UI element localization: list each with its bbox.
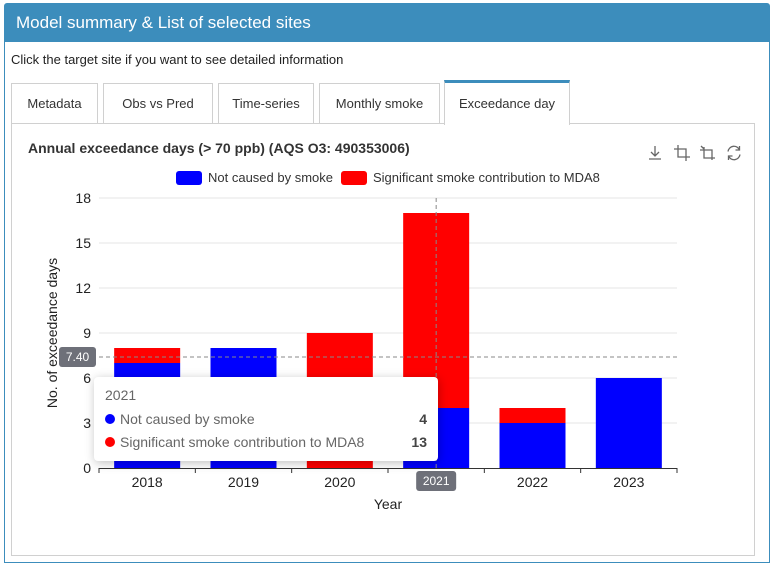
y-tick-label: 3 bbox=[83, 415, 91, 431]
legend-label: Not caused by smoke bbox=[208, 170, 334, 185]
tooltip-row: Significant smoke contribution to MDA8 1… bbox=[105, 432, 427, 452]
x-tick-label: 2022 bbox=[517, 474, 548, 490]
tooltip-row: Not caused by smoke 4 bbox=[105, 409, 427, 429]
legend-swatch-significant-smoke bbox=[341, 171, 367, 185]
bar-2023-series-1[interactable] bbox=[595, 378, 662, 468]
crosshair-y-label: 7.40 bbox=[66, 350, 90, 364]
y-tick-label: 0 bbox=[83, 460, 91, 476]
crosshair-x-label: 2021 bbox=[423, 474, 450, 488]
refresh-icon[interactable] bbox=[725, 144, 743, 162]
chart-title: Annual exceedance days (> 70 ppb) (AQS O… bbox=[28, 140, 410, 156]
tooltip-series-value: 4 bbox=[419, 411, 427, 427]
chart-tooltip: 2021 Not caused by smoke 4 Significant s… bbox=[94, 377, 438, 461]
tab-content bbox=[11, 123, 755, 556]
x-tick-label: 2023 bbox=[613, 474, 644, 490]
download-icon[interactable] bbox=[646, 144, 664, 162]
tooltip-title: 2021 bbox=[105, 387, 137, 403]
y-tick-label: 6 bbox=[83, 370, 91, 386]
legend-label: Significant smoke contribution to MDA8 bbox=[373, 170, 600, 185]
tooltip-dot-significant-smoke bbox=[105, 437, 115, 447]
tab-obs-vs-pred[interactable]: Obs vs Pred bbox=[103, 83, 213, 124]
axes: 0 3 6 9 12 15 18 2018 2019 2020 2022 2023 Year No. of… bbox=[44, 190, 678, 512]
crosshair: 7.40 2021 bbox=[59, 198, 677, 491]
instruction-text: Click the target site if you want to see… bbox=[11, 52, 344, 67]
tooltip-series-name: Significant smoke contribution to MDA8 bbox=[120, 434, 365, 450]
crosshair-y-badge bbox=[59, 347, 96, 367]
tab-time-series[interactable]: Time-series bbox=[218, 83, 314, 124]
y-tick-label: 9 bbox=[83, 325, 91, 341]
x-axis-label: Year bbox=[374, 496, 403, 512]
x-tick-label: 2020 bbox=[324, 474, 355, 490]
x-tick-label: 2018 bbox=[132, 474, 163, 490]
tooltip-series-value: 13 bbox=[411, 434, 427, 450]
tooltip-series-name: Not caused by smoke bbox=[120, 411, 255, 427]
bar-2022-series-2[interactable] bbox=[499, 408, 566, 423]
tab-monthly-smoke[interactable]: Monthly smoke bbox=[319, 83, 440, 124]
bar-2022-series-1[interactable] bbox=[499, 423, 566, 468]
crosshair-x-badge bbox=[416, 471, 457, 491]
restore-zoom-icon[interactable] bbox=[699, 144, 717, 162]
panel-title: Model summary & List of selected sites bbox=[5, 4, 769, 42]
legend-swatch-not-caused-by-smoke bbox=[176, 171, 202, 185]
x-tick-label: 2019 bbox=[228, 474, 259, 490]
y-tick-label: 15 bbox=[75, 235, 91, 251]
tooltip-dot-not-caused-by-smoke bbox=[105, 414, 115, 424]
tab-metadata[interactable]: Metadata bbox=[11, 83, 98, 124]
crop-icon[interactable] bbox=[673, 144, 691, 162]
tab-exceedance-day[interactable]: Exceedance day bbox=[444, 80, 570, 125]
y-tick-label: 12 bbox=[75, 280, 91, 296]
y-tick-label: 18 bbox=[75, 190, 91, 206]
y-axis-label: No. of exceedance days bbox=[44, 258, 60, 408]
bar-2018-series-2[interactable] bbox=[114, 348, 181, 363]
